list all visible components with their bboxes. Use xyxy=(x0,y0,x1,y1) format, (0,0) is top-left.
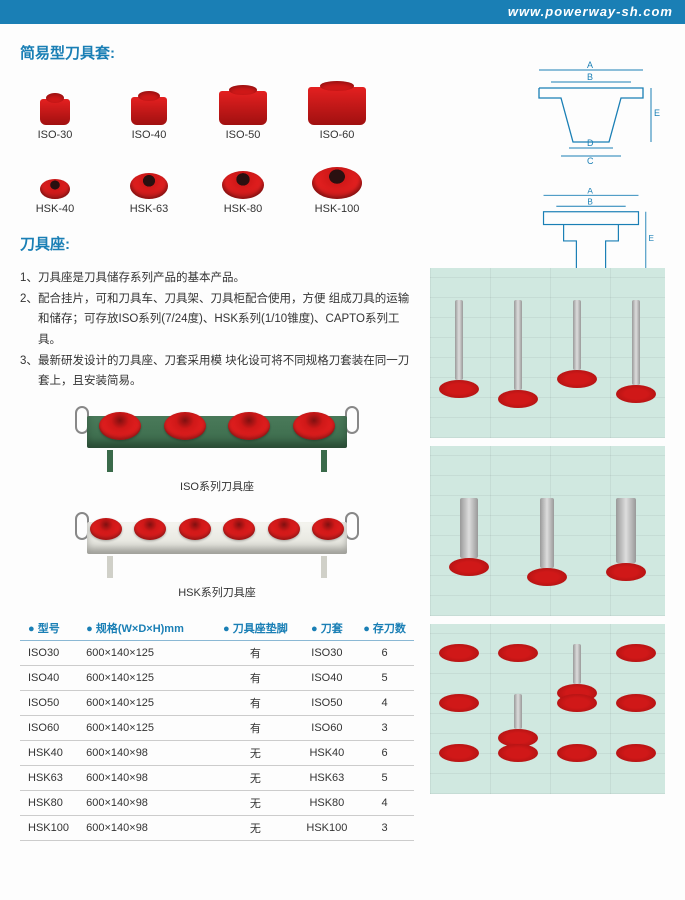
table-row: HSK40600×140×98无HSK406 xyxy=(20,741,414,766)
table-cell: ISO50 xyxy=(20,691,84,716)
iso-label: ISO-40 xyxy=(114,129,184,141)
iso-item: ISO-40 xyxy=(114,77,184,141)
table-cell: ISO40 xyxy=(299,666,356,691)
table-cell: 3 xyxy=(355,816,414,841)
table-row: ISO50600×140×125有ISO504 xyxy=(20,691,414,716)
desc-row: 2、配合挂片，可和刀具车、刀具架、刀具柜配合使用，方便 组成刀具的运输和储存；可… xyxy=(20,289,414,351)
hsk-item: HSK-40 xyxy=(20,155,90,215)
description-list: 1、刀具座是刀具储存系列产品的基本产品。2、配合挂片，可和刀具车、刀具架、刀具柜… xyxy=(20,268,414,392)
table-cell: 600×140×125 xyxy=(84,666,212,691)
table-cell: 600×140×125 xyxy=(84,716,212,741)
left-column: 1、刀具座是刀具储存系列产品的基本产品。2、配合挂片，可和刀具车、刀具架、刀具柜… xyxy=(20,268,414,841)
table-cell: HSK100 xyxy=(20,816,84,841)
hsk-label: HSK-100 xyxy=(302,203,372,215)
table-cell: 无 xyxy=(212,766,298,791)
table-cell: HSK80 xyxy=(299,791,356,816)
table-row: HSK100600×140×98无HSK1003 xyxy=(20,816,414,841)
table-cell: 5 xyxy=(355,666,414,691)
hsk-item: HSK-100 xyxy=(302,155,372,215)
table-cell: ISO30 xyxy=(299,641,356,666)
table-row: ISO40600×140×125有ISO405 xyxy=(20,666,414,691)
table-cell: 600×140×98 xyxy=(84,741,212,766)
iso-label: ISO-30 xyxy=(20,129,90,141)
table-row: ISO60600×140×125有ISO603 xyxy=(20,716,414,741)
table-cell: 5 xyxy=(355,766,414,791)
table-cell: HSK100 xyxy=(299,816,356,841)
holder2-caption: HSK系列刀具座 xyxy=(20,584,414,600)
table-cell: 6 xyxy=(355,741,414,766)
table-cell: ISO30 xyxy=(20,641,84,666)
table-row: HSK80600×140×98无HSK804 xyxy=(20,791,414,816)
svg-text:C: C xyxy=(587,156,594,165)
header-bar: www.powerway-sh.com xyxy=(0,0,685,24)
table-header: ● 刀套 xyxy=(299,616,356,641)
svg-text:A: A xyxy=(587,188,593,195)
hsk-label: HSK-63 xyxy=(114,203,184,215)
iso-item: ISO-30 xyxy=(20,77,90,141)
table-cell: HSK40 xyxy=(20,741,84,766)
hsk-label: HSK-40 xyxy=(20,203,90,215)
table-cell: 有 xyxy=(212,716,298,741)
desc-row: 3、最新研发设计的刀具座、刀套采用模 块化设可将不同规格刀套装在同一刀套上，且安… xyxy=(20,351,414,392)
table-header: ● 型号 xyxy=(20,616,84,641)
table-cell: HSK40 xyxy=(299,741,356,766)
table-header: ● 规格(W×D×H)mm xyxy=(84,616,212,641)
table-cell: 4 xyxy=(355,691,414,716)
holder-iso-image xyxy=(20,404,414,472)
table-cell: HSK63 xyxy=(299,766,356,791)
svg-text:E: E xyxy=(649,234,655,243)
section2: 1、刀具座是刀具储存系列产品的基本产品。2、配合挂片，可和刀具车、刀具架、刀具柜… xyxy=(20,268,665,841)
table-cell: 3 xyxy=(355,716,414,741)
table-header: ● 存刀数 xyxy=(355,616,414,641)
table-cell: 有 xyxy=(212,641,298,666)
svg-text:E: E xyxy=(654,108,660,118)
table-cell: 600×140×125 xyxy=(84,691,212,716)
website-url: www.powerway-sh.com xyxy=(508,4,685,19)
table-cell: 600×140×98 xyxy=(84,766,212,791)
table-cell: 无 xyxy=(212,791,298,816)
table-cell: 6 xyxy=(355,641,414,666)
hsk-label: HSK-80 xyxy=(208,203,278,215)
photo-2 xyxy=(430,446,665,616)
table-cell: 无 xyxy=(212,741,298,766)
table-cell: 600×140×98 xyxy=(84,816,212,841)
hsk-item: HSK-80 xyxy=(208,155,278,215)
table-cell: HSK63 xyxy=(20,766,84,791)
table-cell: ISO50 xyxy=(299,691,356,716)
svg-text:D: D xyxy=(587,138,594,148)
page-content: 简易型刀具套: ISO-30ISO-40ISO-50ISO-60 HSK-40H… xyxy=(0,24,685,859)
svg-text:B: B xyxy=(587,72,593,82)
iso-label: ISO-50 xyxy=(208,129,278,141)
hsk-item: HSK-63 xyxy=(114,155,184,215)
desc-row: 1、刀具座是刀具储存系列产品的基本产品。 xyxy=(20,268,414,289)
table-cell: 无 xyxy=(212,816,298,841)
table-cell: 600×140×98 xyxy=(84,791,212,816)
table-cell: 有 xyxy=(212,666,298,691)
holder1-caption: ISO系列刀具座 xyxy=(20,478,414,494)
table-cell: 4 xyxy=(355,791,414,816)
table-cell: ISO40 xyxy=(20,666,84,691)
table-cell: 600×140×125 xyxy=(84,641,212,666)
svg-text:A: A xyxy=(587,60,593,70)
table-cell: ISO60 xyxy=(20,716,84,741)
spec-table: ● 型号● 规格(W×D×H)mm● 刀具座垫脚● 刀套● 存刀数 ISO306… xyxy=(20,616,414,841)
iso-item: ISO-50 xyxy=(208,77,278,141)
svg-text:B: B xyxy=(587,197,593,206)
diagram-iso: A B C D E xyxy=(521,60,661,170)
table-row: ISO30600×140×125有ISO306 xyxy=(20,641,414,666)
photo-1 xyxy=(430,268,665,438)
holder-hsk-image xyxy=(20,510,414,578)
table-cell: ISO60 xyxy=(299,716,356,741)
table-header: ● 刀具座垫脚 xyxy=(212,616,298,641)
table-cell: HSK80 xyxy=(20,791,84,816)
iso-label: ISO-60 xyxy=(302,129,372,141)
table-row: HSK63600×140×98无HSK635 xyxy=(20,766,414,791)
photos-column xyxy=(430,268,665,841)
photo-3 xyxy=(430,624,665,794)
iso-item: ISO-60 xyxy=(302,77,372,141)
table-cell: 有 xyxy=(212,691,298,716)
